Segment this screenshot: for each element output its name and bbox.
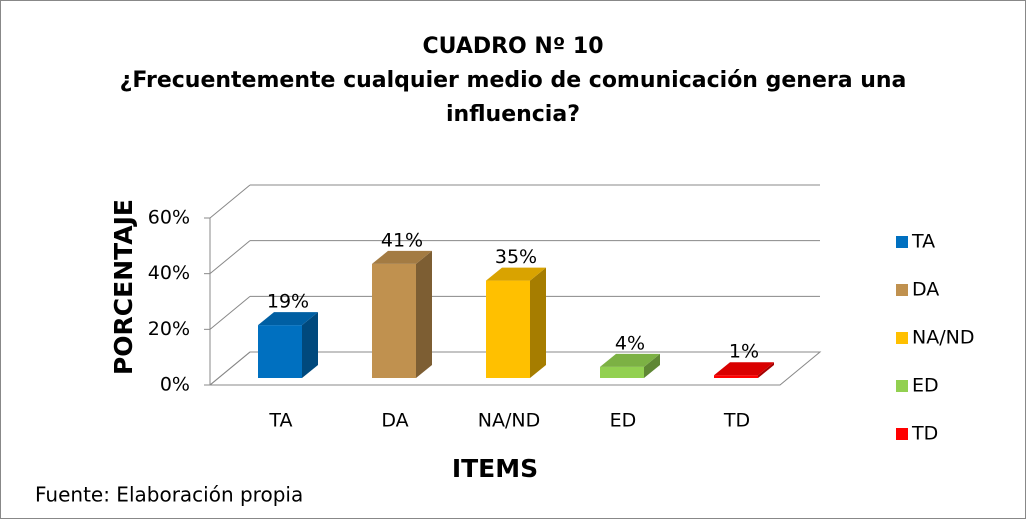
bar-side xyxy=(530,267,546,378)
bar-front xyxy=(258,325,302,378)
bar-front xyxy=(372,263,416,378)
bar-side xyxy=(416,250,432,378)
value-label: 35% xyxy=(495,246,537,268)
y-tick-label: 40% xyxy=(148,262,190,284)
bar-front xyxy=(714,375,758,378)
y-axis-label: PORCENTAJE xyxy=(109,199,138,375)
y-tick-label: 0% xyxy=(160,374,190,396)
source-note: Fuente: Elaboración propia xyxy=(35,483,303,507)
x-axis-label: ITEMS xyxy=(452,454,538,483)
bar-side xyxy=(644,353,660,378)
value-label: 1% xyxy=(729,341,759,363)
bar-top xyxy=(372,250,432,264)
x-tick-label: TA xyxy=(268,410,292,432)
x-tick-label: TD xyxy=(723,410,750,432)
bar-front xyxy=(486,280,530,378)
grid-line xyxy=(209,351,251,386)
x-tick-label: NA/ND xyxy=(478,410,540,432)
chart-title: CUADRO Nº 10 xyxy=(422,34,604,59)
value-label: 19% xyxy=(267,291,309,313)
legend-swatch xyxy=(896,380,908,392)
legend-swatch xyxy=(896,332,908,344)
y-tick-label: 60% xyxy=(148,207,190,229)
legend-swatch xyxy=(896,284,908,296)
bar-side xyxy=(758,362,774,378)
value-label: 41% xyxy=(381,229,423,251)
legend-label: TA xyxy=(911,231,935,253)
bar-top xyxy=(258,312,318,326)
grid-line xyxy=(209,295,251,330)
legend-swatch xyxy=(896,236,908,248)
legend-swatch xyxy=(896,428,908,440)
bar-top xyxy=(714,362,774,376)
value-label: 4% xyxy=(615,332,645,354)
legend-label: TD xyxy=(911,423,938,445)
grid-line xyxy=(209,184,251,219)
titles: CUADRO Nº 10 ¿Frecuentemente cualquier m… xyxy=(113,30,913,132)
bar-top xyxy=(486,267,546,281)
legend-label: ED xyxy=(912,375,939,397)
legend-label: NA/ND xyxy=(912,327,974,349)
y-tick-label: 20% xyxy=(148,318,190,340)
bar-front xyxy=(600,366,644,378)
x-tick-label: ED xyxy=(610,410,637,432)
grid-line xyxy=(209,240,251,275)
bar-top xyxy=(600,353,660,367)
bar-side xyxy=(302,312,318,378)
legend-label: DA xyxy=(912,279,939,301)
chart-subtitle: ¿Frecuentemente cualquier medio de comun… xyxy=(119,68,907,127)
x-tick-label: DA xyxy=(381,410,408,432)
